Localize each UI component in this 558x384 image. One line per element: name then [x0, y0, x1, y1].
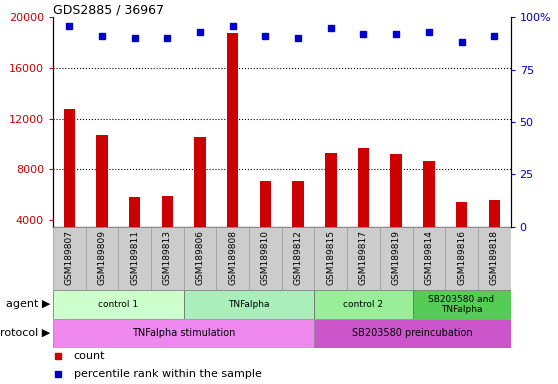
Text: GSM189813: GSM189813 [163, 230, 172, 285]
Text: control 2: control 2 [344, 300, 383, 309]
Text: GSM189812: GSM189812 [294, 230, 302, 285]
Text: GSM189814: GSM189814 [425, 230, 434, 285]
Text: GSM189818: GSM189818 [490, 230, 499, 285]
Text: GSM189817: GSM189817 [359, 230, 368, 285]
Bar [358, 148, 369, 271]
Text: GDS2885 / 36967: GDS2885 / 36967 [53, 3, 164, 16]
Bar [53, 290, 184, 319]
Text: SB203580 and
TNFalpha: SB203580 and TNFalpha [429, 295, 494, 314]
Text: count: count [74, 351, 105, 361]
Text: GSM189810: GSM189810 [261, 230, 270, 285]
Bar [97, 135, 108, 271]
Bar [259, 181, 271, 271]
Bar [391, 154, 402, 271]
Text: percentile rank within the sample: percentile rank within the sample [74, 369, 262, 379]
Bar [53, 227, 86, 290]
Bar [315, 227, 347, 290]
Bar [325, 153, 336, 271]
Bar [380, 227, 412, 290]
Bar [456, 202, 467, 271]
Bar [227, 33, 238, 271]
Text: GSM189816: GSM189816 [457, 230, 466, 285]
Bar [86, 227, 118, 290]
Text: GSM189811: GSM189811 [130, 230, 139, 285]
Bar [184, 227, 217, 290]
Bar [184, 290, 315, 319]
Text: TNFalpha: TNFalpha [228, 300, 270, 309]
Bar [64, 109, 75, 271]
Bar [445, 227, 478, 290]
Text: GSM189807: GSM189807 [65, 230, 74, 285]
Bar [412, 227, 445, 290]
Text: GSM189815: GSM189815 [326, 230, 335, 285]
Bar [315, 290, 412, 319]
Text: GSM189809: GSM189809 [98, 230, 107, 285]
Text: GSM189806: GSM189806 [196, 230, 205, 285]
Text: TNFalpha stimulation: TNFalpha stimulation [132, 328, 235, 338]
Bar [282, 227, 315, 290]
Bar [478, 227, 511, 290]
Bar [129, 197, 141, 271]
Bar [347, 227, 380, 290]
Bar [412, 290, 511, 319]
Bar [118, 227, 151, 290]
Text: GSM189819: GSM189819 [392, 230, 401, 285]
Bar [249, 227, 282, 290]
Text: agent ▶: agent ▶ [6, 299, 50, 310]
Bar [162, 196, 173, 271]
Text: protocol ▶: protocol ▶ [0, 328, 50, 338]
Bar [194, 136, 206, 271]
Bar [53, 319, 315, 348]
Bar [488, 200, 500, 271]
Bar [315, 319, 511, 348]
Bar [151, 227, 184, 290]
Text: SB203580 preincubation: SB203580 preincubation [352, 328, 473, 338]
Bar [423, 161, 435, 271]
Text: control 1: control 1 [98, 300, 138, 309]
Bar [217, 227, 249, 290]
Bar [292, 181, 304, 271]
Text: GSM189808: GSM189808 [228, 230, 237, 285]
